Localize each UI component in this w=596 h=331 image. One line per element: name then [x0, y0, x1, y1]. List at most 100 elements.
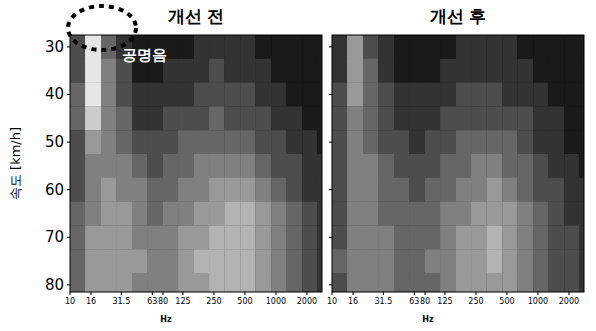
heat-cell: [440, 202, 456, 226]
heat-cell: [85, 273, 101, 292]
heat-cell: [255, 106, 271, 130]
heat-cell: [240, 225, 255, 249]
heat-cell: [456, 225, 471, 249]
heat-cell: [409, 83, 425, 107]
heat-cell: [517, 249, 533, 273]
y-tick: [329, 284, 332, 285]
heat-cell: [178, 59, 194, 83]
heat-cell: [271, 202, 286, 226]
heat-cell: [332, 83, 347, 107]
heat-cell: [363, 202, 378, 226]
heat-cell: [101, 154, 116, 178]
heat-cell: [116, 202, 132, 226]
heat-cell: [240, 106, 255, 130]
heat-cell: [85, 106, 101, 130]
heat-cell: [471, 249, 487, 273]
heat-cell: [85, 154, 101, 178]
heat-cell: [409, 35, 425, 59]
heat-cell: [347, 35, 363, 59]
heat-cell: [409, 178, 425, 202]
heat-cell: [224, 35, 240, 59]
heat-cell: [517, 202, 533, 226]
heat-cell: [347, 130, 363, 154]
heat-cell: [101, 178, 116, 202]
heat-cell: [240, 35, 255, 59]
heat-cell: [409, 59, 425, 83]
heat-cell: [456, 273, 471, 292]
heat-cell: [394, 59, 409, 83]
heat-cell: [548, 249, 565, 273]
heat-cell: [209, 130, 225, 154]
heat-cell: [271, 225, 286, 249]
x-tick: [383, 292, 384, 295]
heat-cell: [209, 59, 225, 83]
heat-cell: [85, 249, 101, 273]
heat-cell: [255, 273, 271, 292]
heat-cell: [533, 202, 548, 226]
heat-cell: [548, 59, 565, 83]
heat-cell: [533, 154, 548, 178]
heat-cell: [85, 225, 101, 249]
x-tick-label: 31.5: [112, 297, 130, 306]
x-tick: [414, 292, 415, 295]
heat-cell: [394, 249, 409, 273]
x-tick-label: 125: [175, 297, 190, 306]
heat-cell: [517, 178, 533, 202]
heat-cell: [502, 106, 517, 130]
y-tick-label: 30: [45, 38, 64, 56]
heat-cell: [147, 249, 163, 273]
heat-cell: [194, 59, 209, 83]
heat-cell: [425, 130, 440, 154]
heat-cell: [302, 225, 317, 249]
heat-cell: [317, 35, 322, 59]
heat-cell: [317, 154, 322, 178]
heat-cell: [456, 83, 471, 107]
heat-cell: [101, 59, 116, 83]
heat-cell: [147, 83, 163, 107]
heat-cell: [317, 130, 322, 154]
heat-cell: [302, 59, 317, 83]
y-tick: [67, 142, 70, 143]
heat-cell: [116, 154, 132, 178]
x-tick: [444, 292, 445, 295]
heat-cell: [486, 106, 502, 130]
heat-cell: [471, 273, 487, 292]
heat-cell: [332, 249, 347, 273]
heat-cell: [548, 35, 565, 59]
heat-cell: [378, 59, 394, 83]
heat-cell: [502, 225, 517, 249]
heat-cell: [378, 154, 394, 178]
heat-cell: [194, 178, 209, 202]
heat-cell: [240, 249, 255, 273]
x-tick: [70, 292, 71, 295]
heat-cell: [363, 273, 378, 292]
heat-cell: [116, 273, 132, 292]
heat-cell: [347, 202, 363, 226]
heat-cell: [255, 225, 271, 249]
heat-cell: [456, 154, 471, 178]
heat-cell: [378, 225, 394, 249]
heat-cell: [363, 35, 378, 59]
x-tick: [475, 292, 476, 295]
x-tick: [506, 292, 507, 295]
heat-cell: [194, 273, 209, 292]
heat-cell: [486, 154, 502, 178]
heat-cell: [70, 178, 85, 202]
heat-cell: [255, 130, 271, 154]
heat-cell: [471, 225, 487, 249]
heat-cell: [332, 202, 347, 226]
heat-cell: [440, 106, 456, 130]
x-tick: [568, 292, 569, 295]
x-tick-label: 1000: [528, 297, 548, 306]
heat-cell: [409, 273, 425, 292]
heat-cell: [147, 106, 163, 130]
heat-cell: [178, 249, 194, 273]
y-tick: [67, 94, 70, 95]
heat-cell: [533, 83, 548, 107]
heat-cell: [271, 106, 286, 130]
heat-cell: [132, 178, 147, 202]
heat-cell: [548, 225, 565, 249]
heat-cell: [116, 178, 132, 202]
heat-cell: [347, 59, 363, 83]
x-axis-label: Hz: [422, 315, 434, 324]
